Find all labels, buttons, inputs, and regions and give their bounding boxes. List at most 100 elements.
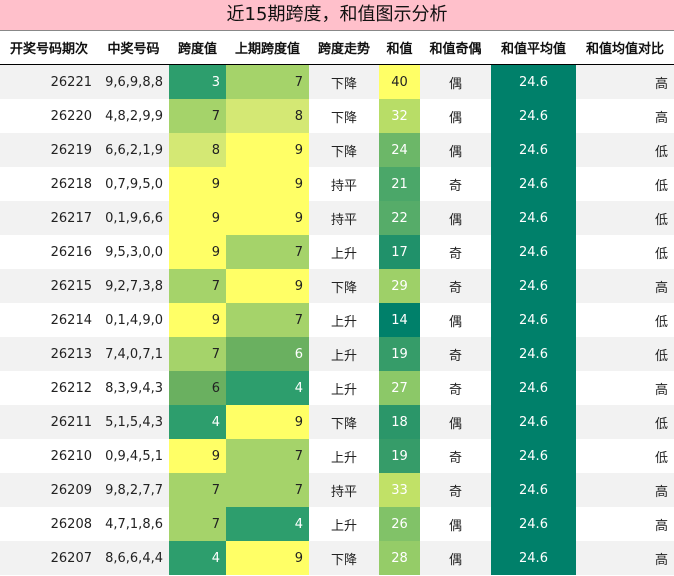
compare-cell: 低 — [576, 337, 674, 371]
average-cell: 24.6 — [491, 405, 576, 439]
issue-cell: 26219 — [0, 133, 98, 167]
average-cell: 24.6 — [491, 133, 576, 167]
numbers-cell: 8,6,6,4,4 — [98, 541, 169, 575]
header-row: 开奖号码期次 中奖号码 跨度值 上期跨度值 跨度走势 和值 和值奇偶 和值平均值… — [0, 31, 674, 65]
issue-cell: 26220 — [0, 99, 98, 133]
compare-cell: 高 — [576, 507, 674, 541]
average-cell: 24.6 — [491, 439, 576, 473]
trend-cell: 上升 — [309, 371, 379, 405]
prev-span-cell: 9 — [226, 167, 309, 201]
trend-cell: 持平 — [309, 201, 379, 235]
numbers-cell: 0,9,4,5,1 — [98, 439, 169, 473]
parity-cell: 偶 — [420, 303, 491, 337]
table-row: 26209 9,8,2,7,7 7 7 持平 33 奇 24.6 高 — [0, 473, 674, 507]
span-cell: 7 — [169, 269, 226, 303]
numbers-cell: 5,1,5,4,3 — [98, 405, 169, 439]
table-row: 26216 9,5,3,0,0 9 7 上升 17 奇 24.6 低 — [0, 235, 674, 269]
table-row: 26214 0,1,4,9,0 9 7 上升 14 偶 24.6 低 — [0, 303, 674, 337]
parity-cell: 奇 — [420, 167, 491, 201]
issue-cell: 26217 — [0, 201, 98, 235]
average-cell: 24.6 — [491, 303, 576, 337]
parity-cell: 偶 — [420, 541, 491, 575]
compare-cell: 低 — [576, 405, 674, 439]
average-cell: 24.6 — [491, 201, 576, 235]
sum-cell: 29 — [379, 269, 420, 303]
span-sum-table: 开奖号码期次 中奖号码 跨度值 上期跨度值 跨度走势 和值 和值奇偶 和值平均值… — [0, 31, 674, 575]
numbers-cell: 6,6,2,1,9 — [98, 133, 169, 167]
prev-span-cell: 4 — [226, 507, 309, 541]
table-row: 26219 6,6,2,1,9 8 9 下降 24 偶 24.6 低 — [0, 133, 674, 167]
average-cell: 24.6 — [491, 473, 576, 507]
prev-span-cell: 9 — [226, 201, 309, 235]
trend-cell: 上升 — [309, 303, 379, 337]
header-span: 跨度值 — [169, 31, 226, 65]
span-cell: 4 — [169, 541, 226, 575]
span-cell: 3 — [169, 64, 226, 99]
numbers-cell: 9,6,9,8,8 — [98, 64, 169, 99]
issue-cell: 26207 — [0, 541, 98, 575]
span-cell: 7 — [169, 507, 226, 541]
prev-span-cell: 7 — [226, 473, 309, 507]
trend-cell: 下降 — [309, 133, 379, 167]
trend-cell: 上升 — [309, 439, 379, 473]
prev-span-cell: 7 — [226, 235, 309, 269]
table-row: 26210 0,9,4,5,1 9 7 上升 19 奇 24.6 低 — [0, 439, 674, 473]
numbers-cell: 7,4,0,7,1 — [98, 337, 169, 371]
sum-cell: 33 — [379, 473, 420, 507]
prev-span-cell: 9 — [226, 541, 309, 575]
parity-cell: 偶 — [420, 405, 491, 439]
average-cell: 24.6 — [491, 507, 576, 541]
parity-cell: 偶 — [420, 201, 491, 235]
header-issue: 开奖号码期次 — [0, 31, 98, 65]
issue-cell: 26211 — [0, 405, 98, 439]
issue-cell: 26221 — [0, 64, 98, 99]
parity-cell: 偶 — [420, 99, 491, 133]
span-cell: 7 — [169, 473, 226, 507]
sum-cell: 32 — [379, 99, 420, 133]
numbers-cell: 4,7,1,8,6 — [98, 507, 169, 541]
prev-span-cell: 6 — [226, 337, 309, 371]
trend-cell: 持平 — [309, 167, 379, 201]
table-row: 26211 5,1,5,4,3 4 9 下降 18 偶 24.6 低 — [0, 405, 674, 439]
parity-cell: 奇 — [420, 337, 491, 371]
span-cell: 9 — [169, 439, 226, 473]
issue-cell: 26218 — [0, 167, 98, 201]
numbers-cell: 9,5,3,0,0 — [98, 235, 169, 269]
span-cell: 8 — [169, 133, 226, 167]
sum-cell: 22 — [379, 201, 420, 235]
trend-cell: 下降 — [309, 99, 379, 133]
numbers-cell: 4,8,2,9,9 — [98, 99, 169, 133]
header-parity: 和值奇偶 — [420, 31, 491, 65]
table-title: 近15期跨度，和值图示分析 — [0, 0, 674, 31]
table-row: 26215 9,2,7,3,8 7 9 下降 29 奇 24.6 高 — [0, 269, 674, 303]
compare-cell: 高 — [576, 269, 674, 303]
span-cell: 9 — [169, 167, 226, 201]
table-row: 26208 4,7,1,8,6 7 4 上升 26 偶 24.6 高 — [0, 507, 674, 541]
sum-cell: 40 — [379, 64, 420, 99]
average-cell: 24.6 — [491, 337, 576, 371]
parity-cell: 奇 — [420, 371, 491, 405]
prev-span-cell: 7 — [226, 303, 309, 337]
header-prev-span: 上期跨度值 — [226, 31, 309, 65]
sum-cell: 28 — [379, 541, 420, 575]
trend-cell: 上升 — [309, 337, 379, 371]
prev-span-cell: 7 — [226, 64, 309, 99]
header-average: 和值平均值 — [491, 31, 576, 65]
prev-span-cell: 9 — [226, 133, 309, 167]
trend-cell: 持平 — [309, 473, 379, 507]
sum-cell: 19 — [379, 439, 420, 473]
numbers-cell: 9,2,7,3,8 — [98, 269, 169, 303]
span-cell: 7 — [169, 99, 226, 133]
prev-span-cell: 9 — [226, 405, 309, 439]
prev-span-cell: 9 — [226, 269, 309, 303]
compare-cell: 高 — [576, 371, 674, 405]
numbers-cell: 8,3,9,4,3 — [98, 371, 169, 405]
prev-span-cell: 8 — [226, 99, 309, 133]
compare-cell: 高 — [576, 541, 674, 575]
table-body: 26221 9,6,9,8,8 3 7 下降 40 偶 24.6 高 26220 4,8,2,9,9… — [0, 64, 674, 575]
sum-cell: 14 — [379, 303, 420, 337]
sum-cell: 18 — [379, 405, 420, 439]
parity-cell: 奇 — [420, 269, 491, 303]
sum-cell: 26 — [379, 507, 420, 541]
table-row: 26221 9,6,9,8,8 3 7 下降 40 偶 24.6 高 — [0, 64, 674, 99]
